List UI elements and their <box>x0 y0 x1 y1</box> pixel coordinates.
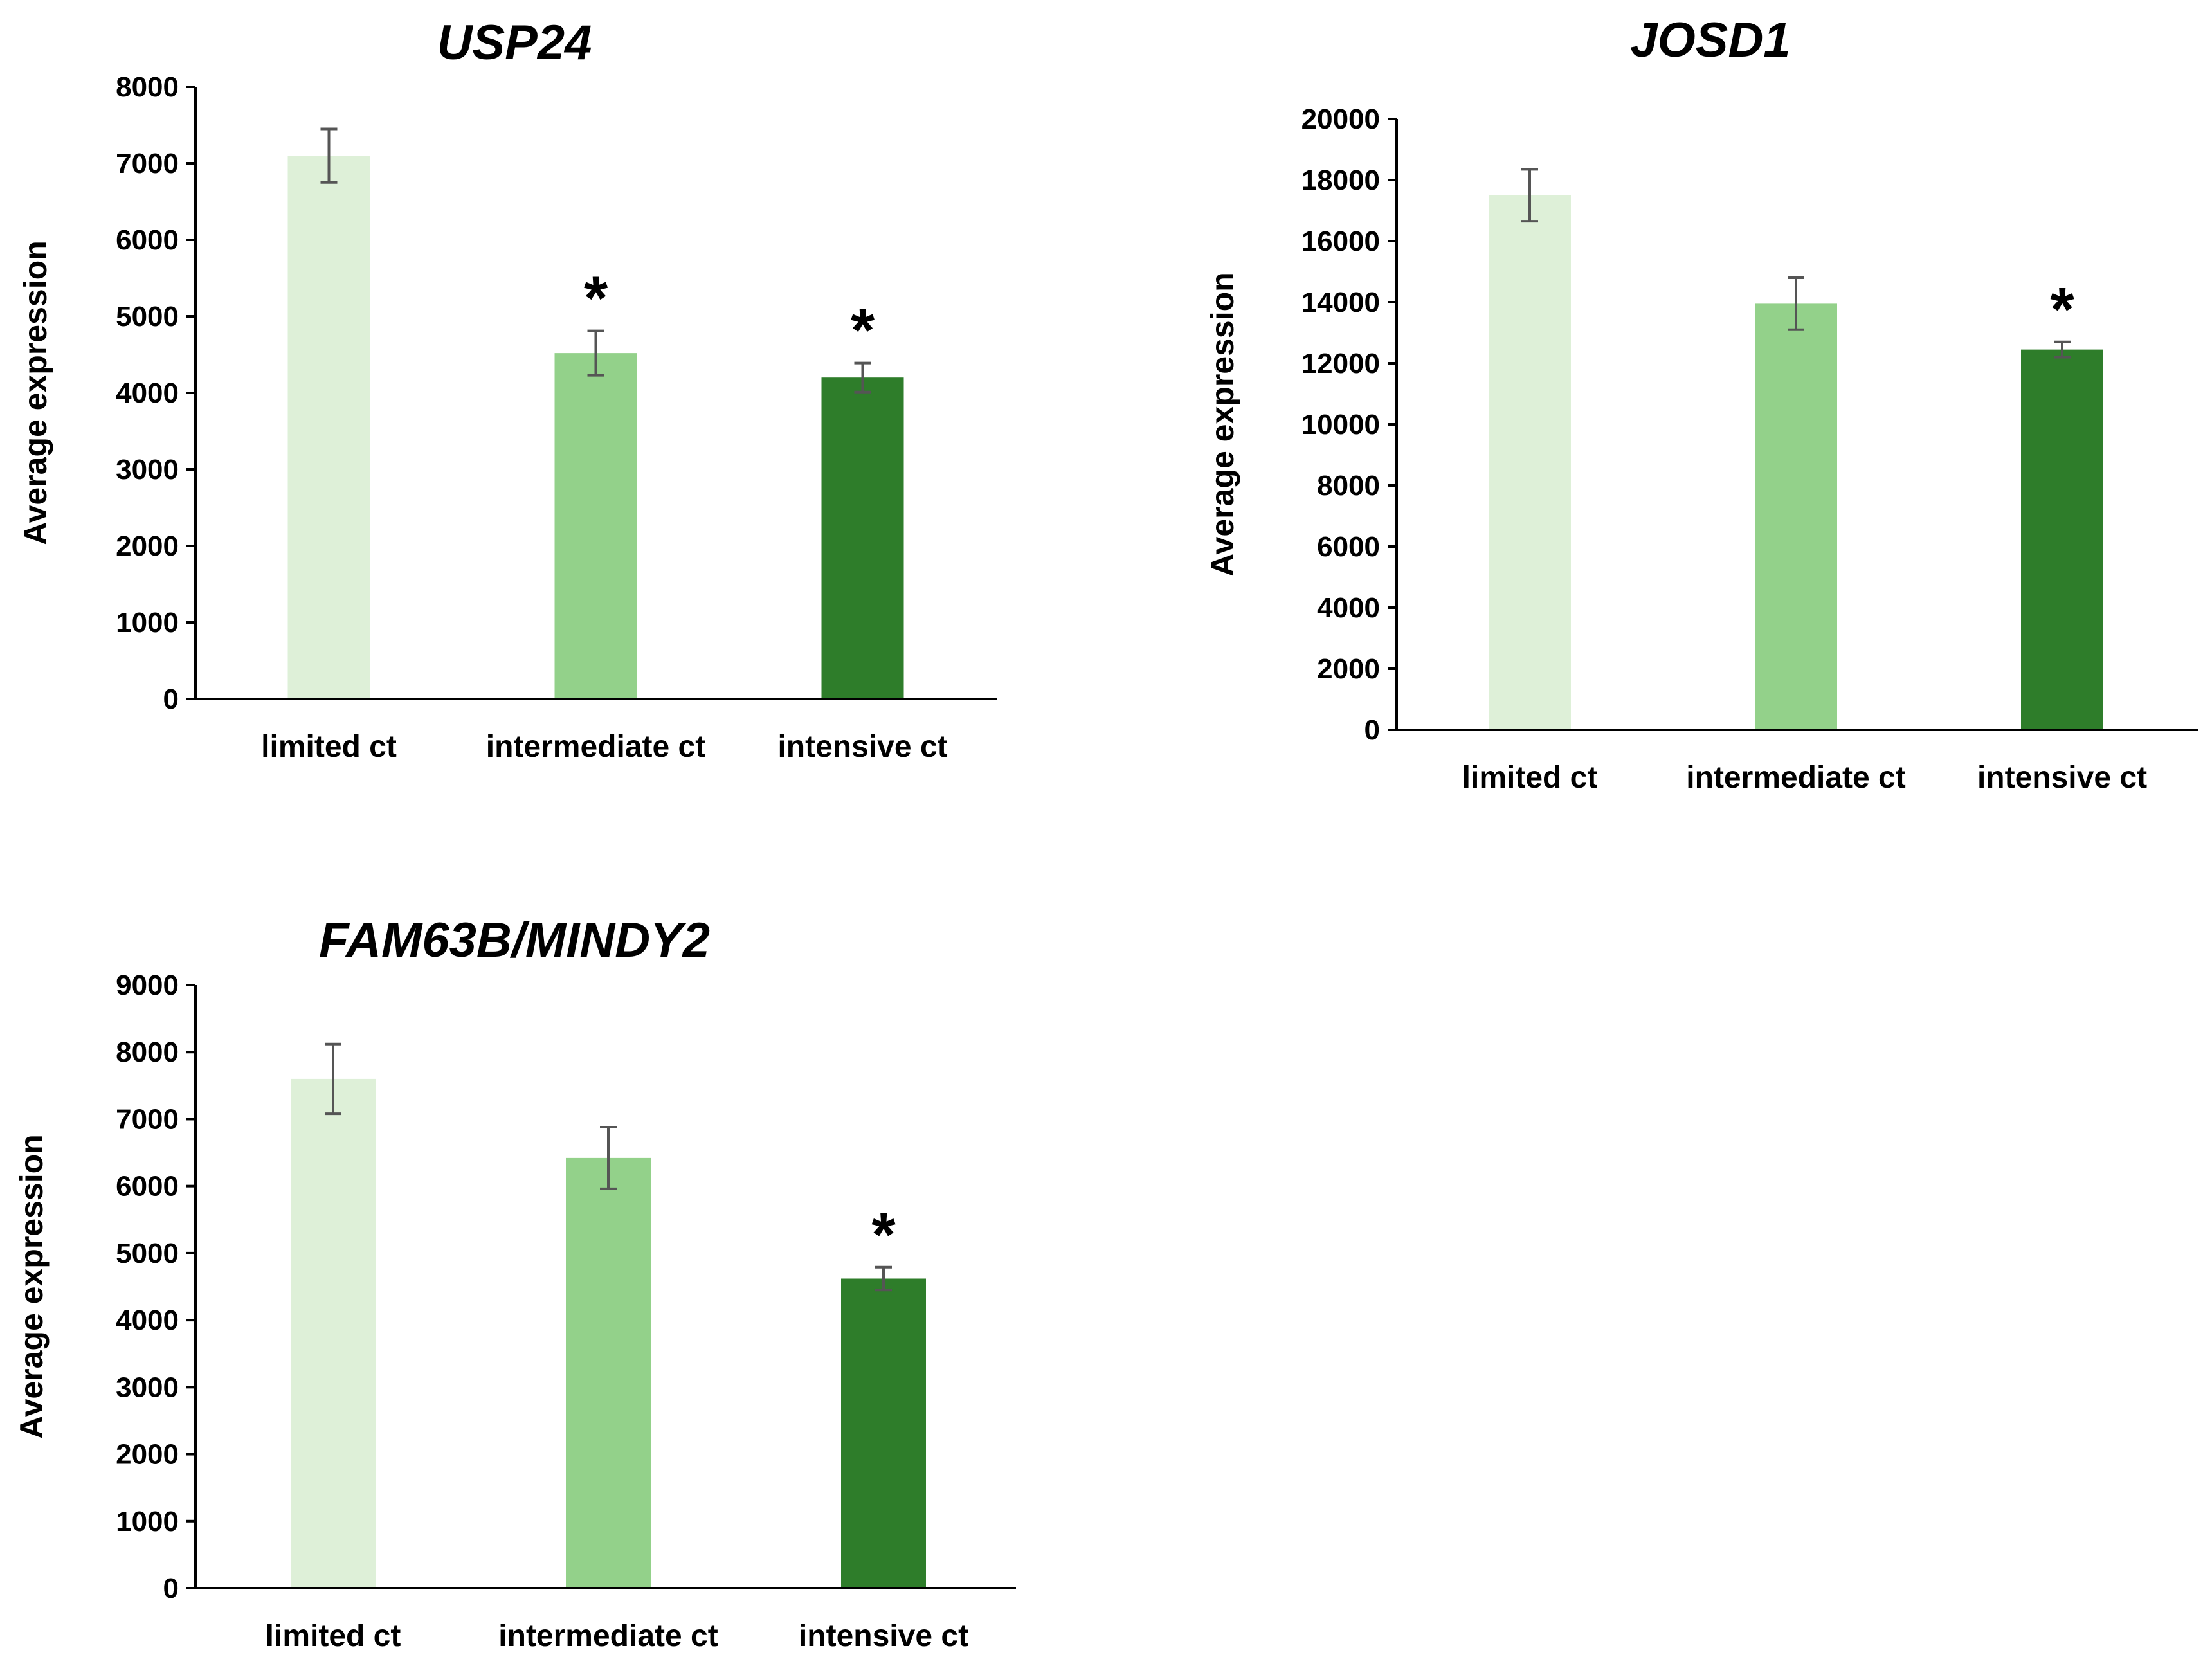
bar-intermediate-ct <box>554 353 637 699</box>
y-tick-label: 3000 <box>116 1372 179 1403</box>
y-tick-label: 0 <box>163 1573 179 1604</box>
y-tick-label: 2000 <box>116 530 179 562</box>
significance-marker: * <box>871 1200 896 1269</box>
chart-panel-1: JOSD1 Average expression 0 2000 4000 6000 8000… <box>1204 13 2198 795</box>
y-tick-label: 7000 <box>116 148 179 179</box>
x-category-label: intensive ct <box>777 730 947 764</box>
chart-title: JOSD1 <box>1630 13 1790 68</box>
x-category-label: intermediate ct <box>1686 761 1905 795</box>
y-tick-label: 1000 <box>116 607 179 638</box>
bar-intensive-ct <box>821 377 904 699</box>
y-tick-label: 2000 <box>116 1439 179 1471</box>
x-category-label: intermediate ct <box>486 730 705 764</box>
y-axis-label: Average expression <box>1204 272 1240 576</box>
significance-marker: * <box>584 264 608 333</box>
y-tick-label: 18000 <box>1301 165 1380 196</box>
y-tick-label: 9000 <box>116 970 179 1001</box>
chart-panel-2: FAM63B/MINDY2 Average expression 0 1000 2000… <box>14 913 1016 1653</box>
y-tick-label: 5000 <box>116 1238 179 1269</box>
y-axis-label: Average expression <box>14 1134 50 1438</box>
x-category-label: intensive ct <box>1977 761 2147 795</box>
y-tick-label: 4000 <box>1317 592 1380 624</box>
y-tick-label: 6000 <box>116 1171 179 1202</box>
y-tick-label: 14000 <box>1301 287 1380 318</box>
bar-intermediate-ct <box>566 1157 651 1588</box>
x-category-label: limited ct <box>261 730 397 764</box>
x-category-label: intensive ct <box>799 1619 968 1653</box>
y-axis-label: Average expression <box>17 240 53 545</box>
y-tick-label: 4000 <box>116 377 179 409</box>
chart-title: USP24 <box>437 15 592 70</box>
y-tick-label: 10000 <box>1301 409 1380 440</box>
x-category-label: limited ct <box>1462 761 1598 795</box>
y-tick-label: 3000 <box>116 454 179 485</box>
y-tick-label: 6000 <box>116 224 179 256</box>
y-tick-label: 7000 <box>116 1103 179 1135</box>
y-tick-label: 4000 <box>116 1305 179 1336</box>
y-tick-label: 8000 <box>116 1037 179 1068</box>
bar-limited-ct <box>291 1078 376 1588</box>
significance-marker: * <box>851 296 875 365</box>
bar-intensive-ct <box>841 1278 926 1588</box>
bar-limited-ct <box>287 156 370 700</box>
y-tick-label: 5000 <box>116 301 179 332</box>
y-tick-label: 6000 <box>1317 531 1380 563</box>
bar-intermediate-ct <box>1755 303 1837 730</box>
y-tick-label: 0 <box>1364 714 1380 746</box>
x-category-label: limited ct <box>266 1619 401 1653</box>
y-tick-label: 16000 <box>1301 226 1380 257</box>
y-tick-label: 2000 <box>1317 653 1380 685</box>
chart-panel-0: USP24 Average expression 0 1000 2000 3000 4000… <box>17 15 997 764</box>
y-tick-label: 8000 <box>116 71 179 103</box>
y-tick-label: 20000 <box>1301 104 1380 135</box>
y-tick-label: 0 <box>163 684 179 715</box>
bar-limited-ct <box>1489 195 1571 730</box>
chart-title: FAM63B/MINDY2 <box>319 913 710 968</box>
x-category-label: intermediate ct <box>498 1619 718 1653</box>
y-tick-label: 8000 <box>1317 470 1380 502</box>
significance-marker: * <box>2050 275 2074 344</box>
y-tick-label: 12000 <box>1301 348 1380 379</box>
y-tick-label: 1000 <box>116 1506 179 1537</box>
bar-intensive-ct <box>2021 349 2103 730</box>
